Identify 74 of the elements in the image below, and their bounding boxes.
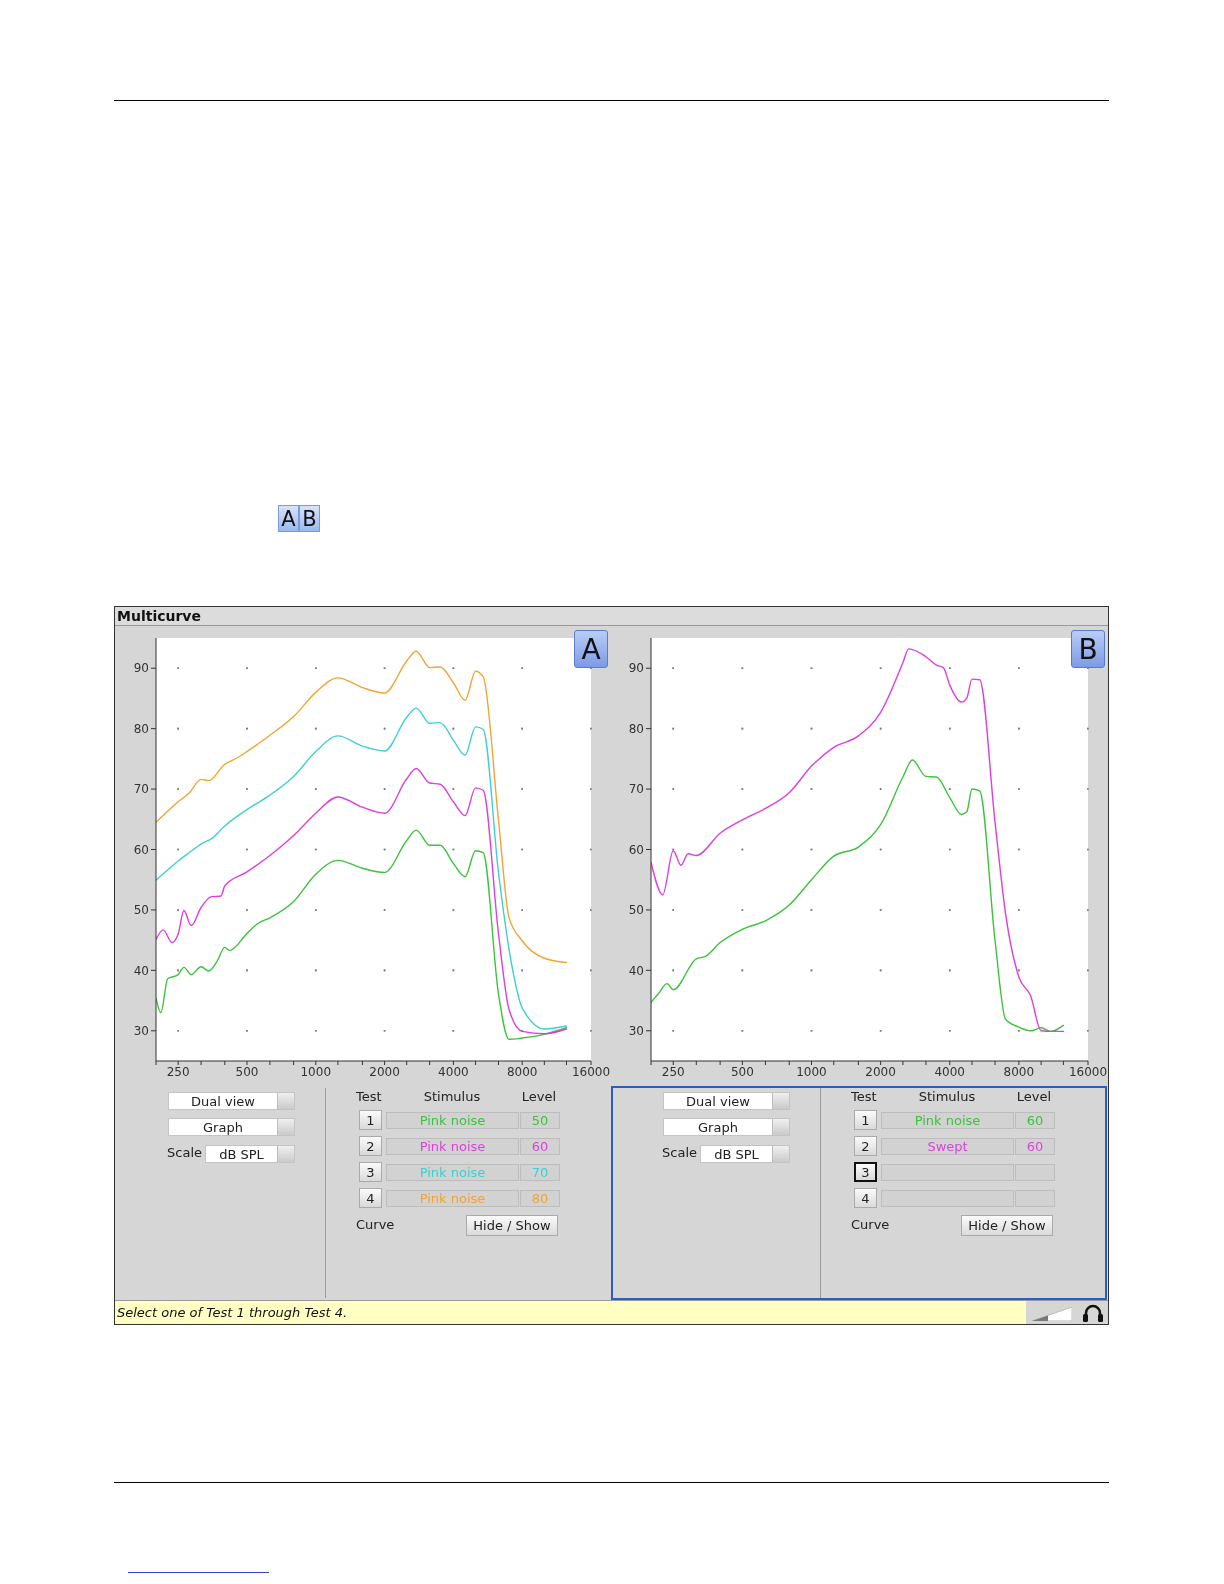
chart-title: B (1078, 632, 1098, 666)
text: Multicurve (117, 608, 201, 624)
text: Select one of Test 1 through Test 4. (117, 1305, 348, 1320)
text: Curve (356, 1217, 395, 1232)
x-tick-label: 500 (730, 1064, 754, 1079)
x-tick-label: 4000 (438, 1064, 469, 1079)
text-field: Pink noise (386, 1164, 519, 1181)
text-field: 50 (520, 1112, 560, 1129)
x-tick-label: 4000 (934, 1064, 966, 1079)
text-field: Pink noise (881, 1112, 1014, 1129)
button: 4 (359, 1188, 382, 1208)
y-tick-label: 80 (133, 721, 149, 736)
y-tick-label: 60 (628, 842, 644, 857)
chart-title: A (581, 632, 601, 666)
dropdown: dB SPL (700, 1145, 790, 1163)
button: Hide / Show (466, 1215, 558, 1236)
y-tick-label: 70 (133, 782, 149, 797)
y-tick-label: 60 (133, 842, 149, 857)
text-field: Pink noise (386, 1138, 519, 1155)
x-tick-label: 16000 (1068, 1064, 1108, 1079)
y-tick-label: 30 (133, 1024, 149, 1039)
button: 2 (359, 1136, 382, 1156)
text-field: Swept (881, 1138, 1014, 1155)
text: Curve (851, 1217, 890, 1232)
text-field: 70 (520, 1164, 560, 1181)
y-tick-label: 40 (133, 963, 149, 978)
dropdown: Graph (663, 1118, 790, 1136)
y-tick-label: 50 (628, 903, 644, 918)
text-field: 60 (520, 1138, 560, 1155)
text: Level (1016, 1089, 1052, 1104)
text: Stimulus (918, 1089, 976, 1104)
y-tick-label: 50 (133, 903, 149, 918)
x-tick-label: 1000 (300, 1064, 332, 1079)
text: Test (851, 1089, 877, 1104)
text-field: 80 (520, 1190, 560, 1207)
x-tick-label: 16000 (571, 1064, 611, 1079)
y-tick-label: 90 (133, 661, 149, 676)
badge: B (1071, 630, 1105, 668)
button: B (299, 505, 320, 532)
y-tick-label: 70 (628, 782, 644, 797)
button: Hide / Show (961, 1215, 1053, 1236)
button: 4 (854, 1188, 877, 1208)
x-tick-label: 250 (166, 1064, 190, 1079)
button: 1 (854, 1110, 877, 1130)
button: 3 (359, 1162, 382, 1182)
button: 1 (359, 1110, 382, 1130)
text: Stimulus (423, 1089, 481, 1104)
text-field: 60 (1015, 1112, 1055, 1129)
text: Scale (662, 1145, 697, 1160)
x-tick-label: 250 (661, 1064, 685, 1079)
button: A (278, 505, 299, 532)
text: Level (521, 1089, 557, 1104)
dropdown: Graph (168, 1118, 295, 1136)
y-tick-label: 90 (628, 661, 644, 676)
y-tick-label: 40 (628, 963, 644, 978)
text: Scale (167, 1145, 202, 1160)
text-field: Pink noise (386, 1190, 519, 1207)
x-tick-label: 8000 (1003, 1064, 1035, 1079)
text-field: 60 (1015, 1138, 1055, 1155)
x-tick-label: 500 (235, 1064, 259, 1079)
dropdown: dB SPL (205, 1145, 295, 1163)
y-tick-label: 30 (628, 1024, 644, 1039)
dropdown: Dual view (168, 1092, 295, 1110)
text-field: Pink noise (386, 1112, 519, 1129)
x-tick-label: 1000 (796, 1064, 827, 1079)
button: 2 (854, 1136, 877, 1156)
dropdown: Dual view (663, 1092, 790, 1110)
y-tick-label: 80 (628, 721, 644, 736)
x-tick-label: 2000 (865, 1064, 896, 1079)
x-tick-label: 8000 (506, 1064, 538, 1079)
text: Test (356, 1089, 382, 1104)
badge: A (574, 630, 608, 668)
x-tick-label: 2000 (369, 1064, 400, 1079)
button: 3 (854, 1162, 877, 1182)
